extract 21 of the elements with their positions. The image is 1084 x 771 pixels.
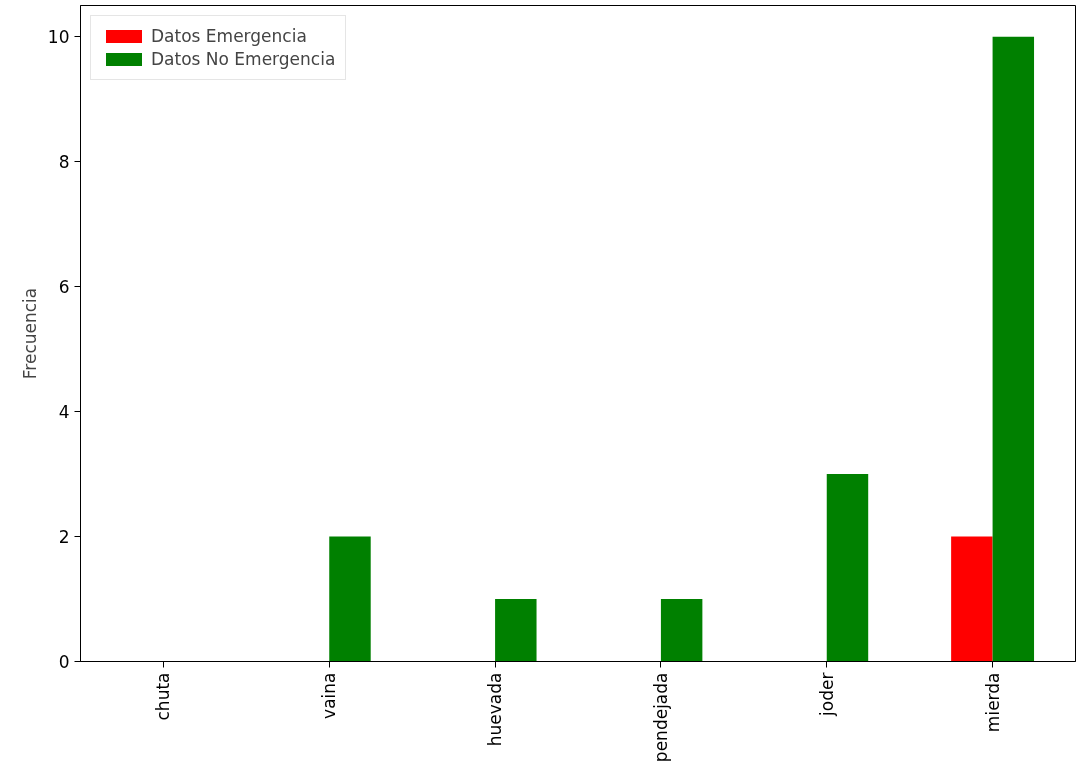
x-tick-label: mierda <box>982 672 1003 733</box>
y-axis-title: Frecuencia <box>19 287 40 380</box>
x-tick-label: huevada <box>485 672 506 747</box>
y-tick-label: 10 <box>47 27 70 48</box>
y-tick-label: 0 <box>58 652 70 672</box>
x-tick-label: chuta <box>153 672 174 721</box>
y-tick-label: 8 <box>58 152 70 173</box>
bar <box>660 599 703 662</box>
y-tick-label: 6 <box>58 277 70 298</box>
bar <box>826 474 869 662</box>
legend-label: Datos No Emergencia <box>151 49 336 69</box>
bar <box>992 36 1035 662</box>
x-tick-label: vaina <box>319 672 340 719</box>
x-tick-label: pendejada <box>650 672 671 763</box>
y-tick-label: 4 <box>58 402 70 423</box>
bar <box>951 536 993 662</box>
bar <box>495 599 537 662</box>
x-tick-label: joder <box>816 672 837 717</box>
bar <box>329 536 371 662</box>
y-tick-label: 2 <box>58 527 70 548</box>
legend-label: Datos Emergencia <box>151 26 307 46</box>
